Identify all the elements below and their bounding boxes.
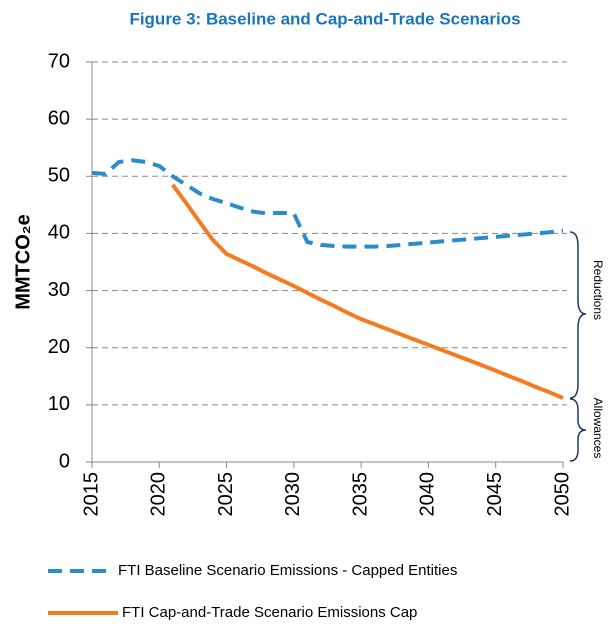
x-tick-label: 2050 bbox=[551, 472, 573, 517]
annotation: Reductions bbox=[591, 260, 605, 320]
x-tick-label: 2015 bbox=[80, 472, 102, 517]
x-tick-label: 2025 bbox=[215, 472, 237, 517]
y-tick-label: 40 bbox=[48, 222, 70, 244]
legend-label: FTI Baseline Scenario Emissions - Capped… bbox=[118, 562, 457, 579]
brace bbox=[569, 231, 587, 399]
annotation: Allowances bbox=[591, 398, 605, 459]
x-tick-label: 2045 bbox=[484, 472, 506, 517]
series-line bbox=[91, 158, 564, 249]
series-line bbox=[171, 183, 564, 400]
x-tick-label: 2040 bbox=[417, 472, 439, 517]
x-tick-label: 2030 bbox=[282, 472, 304, 517]
legend-label: FTI Cap-and-Trade Scenario Emissions Cap bbox=[122, 604, 417, 621]
y-axis-label: MMTCO₂e bbox=[12, 214, 34, 310]
y-tick-label: 30 bbox=[48, 279, 70, 301]
y-tick-label: 10 bbox=[48, 393, 70, 415]
x-tick-label: 2035 bbox=[349, 472, 371, 517]
y-tick-label: 20 bbox=[48, 336, 70, 358]
y-tick-label: 60 bbox=[48, 107, 70, 129]
x-tick-label: 2020 bbox=[148, 472, 170, 517]
y-tick-label: 0 bbox=[59, 450, 70, 472]
brace bbox=[569, 398, 587, 462]
chart-title: Figure 3: Baseline and Cap-and-Trade Sce… bbox=[129, 9, 520, 28]
y-tick-label: 50 bbox=[48, 165, 70, 187]
y-tick-label: 70 bbox=[48, 50, 70, 72]
